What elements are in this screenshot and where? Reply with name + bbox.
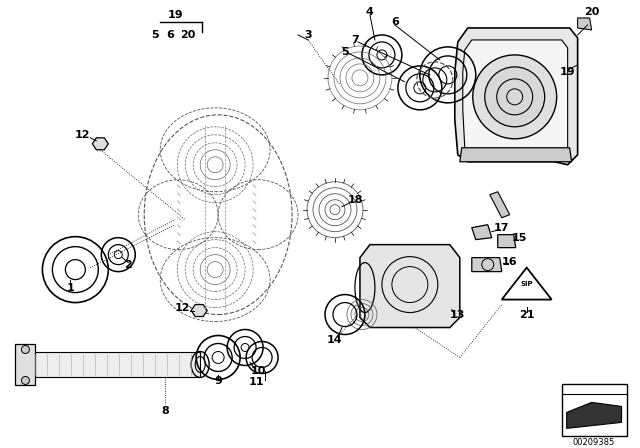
- Text: 6: 6: [391, 17, 399, 27]
- Polygon shape: [360, 245, 460, 327]
- Circle shape: [484, 67, 545, 127]
- Text: 8: 8: [161, 406, 169, 416]
- Text: 00209385: 00209385: [572, 438, 615, 447]
- Polygon shape: [490, 192, 509, 218]
- Text: 4: 4: [366, 7, 374, 17]
- Polygon shape: [92, 138, 108, 150]
- Text: 5: 5: [152, 30, 159, 40]
- Text: 10: 10: [250, 366, 266, 376]
- Text: 9: 9: [214, 376, 222, 387]
- Polygon shape: [455, 28, 578, 165]
- Text: SIP: SIP: [520, 280, 533, 287]
- Text: 17: 17: [494, 223, 509, 233]
- Text: 7: 7: [351, 35, 359, 45]
- Text: 6: 6: [166, 30, 174, 40]
- Text: 19: 19: [560, 67, 575, 77]
- Text: 3: 3: [304, 30, 312, 40]
- Text: 16: 16: [502, 257, 518, 267]
- Polygon shape: [566, 402, 621, 428]
- Text: 5: 5: [341, 47, 349, 57]
- Circle shape: [21, 345, 29, 353]
- Text: 20: 20: [180, 30, 196, 40]
- Polygon shape: [22, 353, 200, 378]
- Text: 18: 18: [347, 195, 363, 205]
- Polygon shape: [15, 345, 35, 385]
- Text: 1: 1: [67, 283, 74, 293]
- Text: 12: 12: [75, 130, 90, 140]
- Polygon shape: [472, 225, 492, 240]
- Text: 11: 11: [248, 378, 264, 388]
- Polygon shape: [498, 235, 516, 248]
- Text: 15: 15: [512, 233, 527, 243]
- Circle shape: [21, 376, 29, 384]
- Text: 14: 14: [327, 335, 343, 345]
- Polygon shape: [463, 40, 568, 155]
- Text: 19: 19: [168, 10, 183, 20]
- Polygon shape: [460, 148, 572, 162]
- Polygon shape: [191, 305, 207, 317]
- Text: 20: 20: [584, 7, 599, 17]
- Polygon shape: [472, 258, 502, 271]
- Text: 2: 2: [124, 259, 132, 270]
- Polygon shape: [578, 18, 591, 30]
- Text: 12: 12: [175, 302, 190, 313]
- Circle shape: [473, 55, 557, 139]
- Text: 21: 21: [519, 310, 534, 319]
- Text: 13: 13: [450, 310, 465, 319]
- Bar: [562, 384, 627, 436]
